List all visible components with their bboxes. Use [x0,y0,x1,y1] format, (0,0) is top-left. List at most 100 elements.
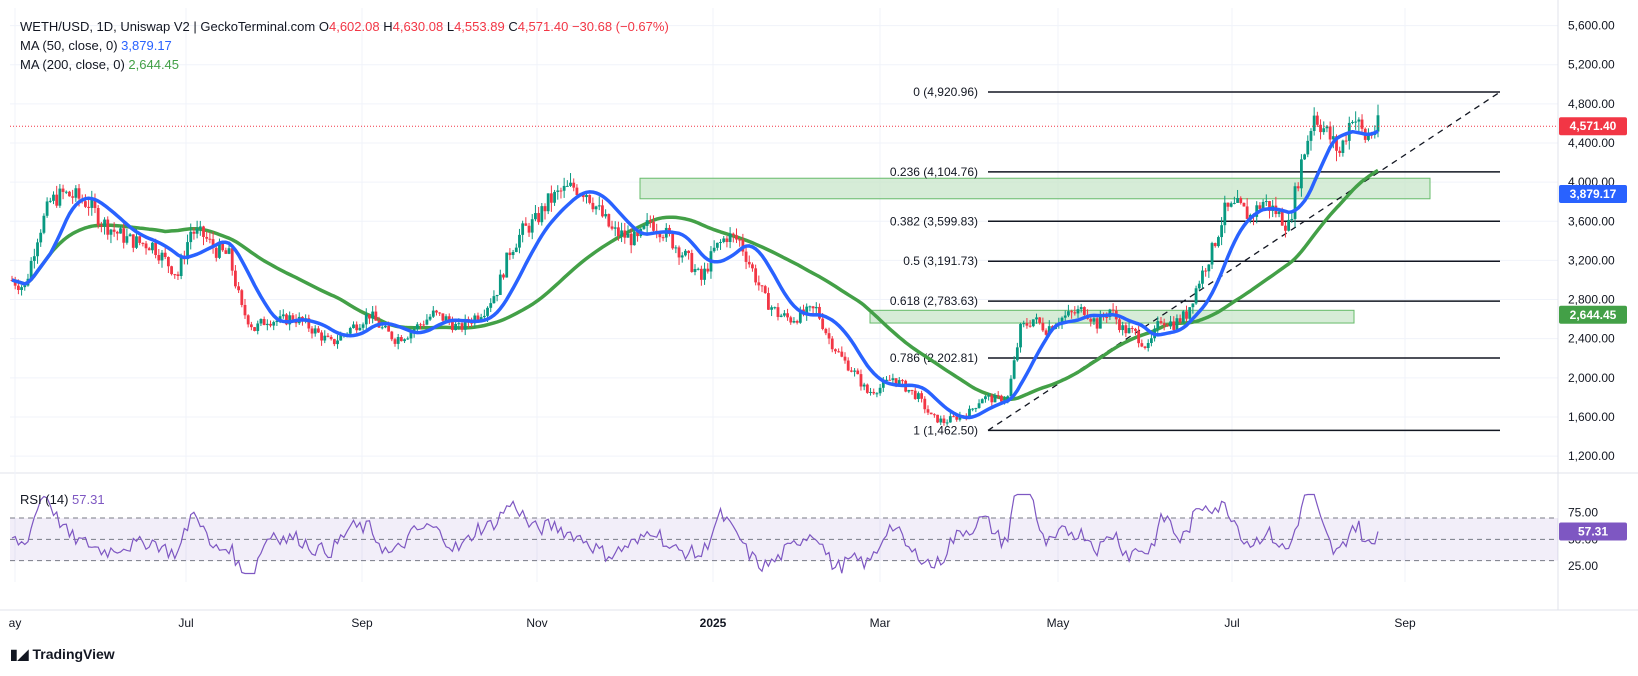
candle-body [588,194,592,203]
candle-body [971,408,975,410]
candle-body [677,247,681,258]
candle-body [731,233,735,236]
candle-body [1118,319,1121,331]
candle-body [371,311,375,319]
candle-body [786,313,789,318]
ma200-legend[interactable]: MA (200, close, 0) 2,644.45 [20,56,179,74]
candle-body [278,316,282,321]
price-tick-label: 2,400.00 [1568,332,1615,346]
candle-body [106,219,110,235]
zone-rect [869,309,1355,324]
candle-body [559,190,563,192]
candle-body [530,219,534,233]
rsi-pane[interactable] [10,493,1558,575]
candle-body [1181,311,1185,323]
tradingview-logo[interactable]: ▮◢ TradingView [10,646,115,663]
candle-body [103,219,106,227]
candle-body [514,247,518,252]
candle-body [511,251,515,256]
candle-body [1341,140,1345,153]
candle-body [617,227,620,236]
candle-body [1376,115,1380,132]
candle-body [1229,203,1233,207]
candle-body [20,287,23,290]
candle-body [1111,309,1115,311]
candle-body [265,323,269,326]
rsi-legend[interactable]: RSI (14) 57.31 [20,491,105,509]
candle-body [285,314,288,325]
candle-body [827,333,831,339]
candle-body [1165,325,1169,327]
candle-body [1031,319,1035,327]
candle-body [945,422,949,424]
rsi-label: RSI (14) [20,492,69,507]
candle-body [897,380,901,385]
candle-body [463,318,467,330]
symbol-title[interactable]: WETH/USD, 1D, Uniswap V2 | GeckoTerminal… [20,19,316,34]
candle-body [1067,311,1070,316]
candle-body [508,252,512,256]
candle-body [502,274,505,278]
candle-body [144,243,148,249]
candle-body [307,318,311,329]
candle-body [1063,315,1067,318]
candle-body [32,256,36,261]
candle-body [36,242,39,257]
candle-body [441,313,445,321]
candle-body [869,391,872,393]
ma50-legend[interactable]: MA (50, close, 0) 3,879.17 [20,37,172,55]
candle-body [1124,325,1128,334]
candle-body [968,408,971,418]
time-axis[interactable]: ay Jul Sep Nov 2025 Mar May Jul Sep [9,616,1416,630]
candle-body [1188,307,1192,319]
candle-body [39,232,43,243]
last-price-badge-bg [1559,117,1627,136]
candle-body [419,324,422,326]
candle-body [1201,270,1204,284]
candle-body [1306,140,1310,155]
candle-body [428,316,432,320]
candle-body [234,270,237,287]
candle-body [1127,327,1131,334]
candle-body [687,250,691,254]
candle-body [546,193,550,212]
candle-body [719,241,722,243]
candle-body [623,230,627,238]
candle-body [613,227,617,229]
change-value: −30.68 (−0.67%) [571,19,669,34]
high-label: H [383,19,393,34]
candle-body [387,325,391,332]
candle-body [872,391,876,394]
candle-body [626,233,630,238]
candle-body [68,191,71,197]
price-axis[interactable]: 5,600.005,200.004,800.004,400.004,000.00… [1559,19,1627,573]
candle-body [332,339,336,345]
candle-body [607,214,611,227]
rsi-tick-label: 25.00 [1568,559,1598,573]
candle-body [473,315,477,324]
candle-body [1287,219,1291,231]
candle-body [1351,121,1354,123]
candle-body [862,384,866,387]
candle-body [518,234,521,248]
candle-body [1146,343,1150,348]
candle-body [64,191,68,193]
high-value: 4,630.08 [392,19,444,34]
candle-body [358,327,362,331]
fib-level-label: 0.382 (3,599.83) [890,214,978,228]
price-tick-label: 2,800.00 [1568,293,1615,307]
fibonacci-retracement[interactable]: 0 (4,920.96) 0.236 (4,104.76) 0.382 (3,599… [890,85,1501,437]
candle-body [495,294,499,297]
candle-body [990,395,994,403]
fib-level-label: 0.786 (2,202.81) [890,351,978,365]
candle-body [856,370,860,375]
candle-body [1140,343,1144,347]
ma200-path [11,168,1379,401]
candle-body [1309,131,1313,141]
candle-body [894,378,898,385]
candle-body [109,229,113,235]
candle-body [999,395,1003,402]
candle-body [415,324,419,330]
candle-body [16,285,20,290]
